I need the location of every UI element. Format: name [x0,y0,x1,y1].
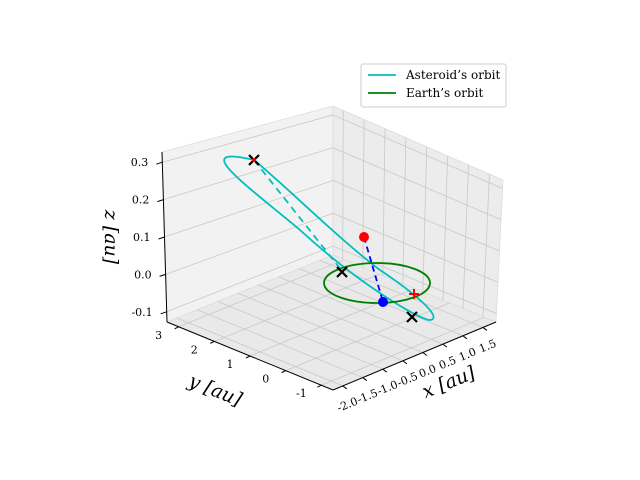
markers [248,154,419,323]
y-tick-label: 0 [262,373,269,386]
z-grid-line [165,212,334,275]
y-grid-line [214,273,380,342]
x-tick-mark [342,385,348,390]
x-tick-label: 0.5 [437,354,458,373]
z-grid-line [162,114,334,163]
x-grid-line [442,155,449,301]
z-grid-line [163,147,334,200]
apsis-marker [248,154,260,166]
z-tick-mark [158,236,165,240]
connector-line [363,236,384,303]
y-grid-line [321,316,485,386]
z-tick-mark [157,199,164,203]
perihelion-marker [409,289,419,299]
y-tick-label: -1 [296,387,307,400]
x-grid-line [482,174,490,317]
x-grid-line [422,146,428,292]
legend-box [360,63,507,108]
x-grid-line [402,137,407,284]
x-tick-mark [402,360,408,365]
x-grid-line [217,301,383,370]
z-tick-mark [159,273,166,277]
z-grid-line [164,180,334,238]
z-grid-line [332,212,499,283]
legend-earth-label: Earth’s orbit [406,86,483,100]
y-grid-line [178,259,345,328]
x-tick-mark [462,335,468,340]
x-tick-label: 1.0 [457,345,478,364]
y-axis-label: y [au] [185,370,246,412]
z-tick-label: 0.3 [131,156,149,169]
y-grid-line [285,302,450,371]
legend-asteroid-label: Asteroid’s orbit [405,68,500,82]
y-tick-label: 3 [155,329,162,342]
z-grid-line [166,245,334,313]
axis-ticks: -0.10.00.10.20.3-10123-2.0-1.5-1.0-0.50.… [131,156,498,414]
x-grid-line [278,276,444,345]
x-tick-mark [422,352,428,356]
z-tick-label: 0.2 [132,194,150,207]
x-axis-line [332,321,497,391]
x-grid-line [319,259,484,328]
z-tick-label: 0.1 [133,231,151,244]
z-tick-label: -0.1 [131,306,152,319]
y-tick-mark [210,340,215,344]
grid-lines [162,110,503,387]
y-tick-mark [317,384,322,388]
asteroid-orbit-line [223,155,435,321]
y-tick-mark [281,370,286,374]
x-tick-label: 1.5 [477,337,498,356]
earth-position-marker [378,297,388,307]
node-marker [406,311,418,323]
z-grid-line [332,147,502,221]
y-tick-mark [245,355,251,359]
z-grid-line [332,180,500,252]
z-tick-mark [160,311,167,315]
x-grid-line [237,292,404,362]
x-grid-line [258,284,424,353]
node-marker [336,266,348,278]
y-tick-mark [174,326,179,330]
x-tick-mark [382,368,388,373]
z-tick-mark [156,161,163,165]
x-grid-line [462,164,469,309]
x-grid-line [362,119,365,268]
legend: Asteroid’s orbit Earth’s orbit [360,63,507,108]
y-tick-label: 1 [227,358,234,371]
z-grid-line [332,245,497,314]
x-tick-mark [362,377,368,381]
z-tick-label: 0.0 [134,268,152,281]
z-grid-line [332,114,503,189]
z-axis-label: z [au] [100,209,122,265]
x-grid-line [197,309,363,378]
earth-orbit-line [323,262,431,304]
asteroid-position-marker [359,232,369,242]
orbits [223,155,435,321]
x-grid-line [382,128,386,276]
x-grid-line [176,317,343,387]
x-tick-label: -0.5 [395,370,420,390]
y-tick-label: 2 [191,343,198,356]
x-tick-mark [482,327,488,331]
x-tick-mark [442,343,448,348]
x-tick-label: 0.0 [417,362,438,381]
